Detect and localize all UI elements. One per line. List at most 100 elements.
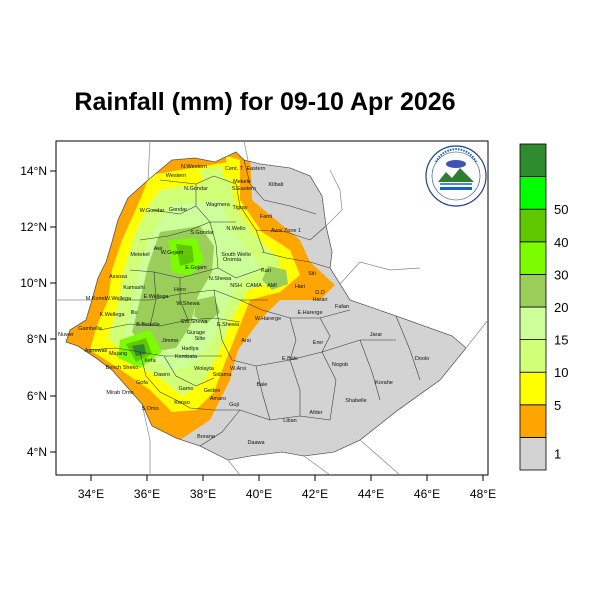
region-label: Fanti <box>260 214 272 220</box>
colorbar-swatch <box>519 143 547 177</box>
region-label: Daawa <box>247 440 265 446</box>
rainfall-fields <box>66 152 335 440</box>
region-label: Awsi Zone 1 <box>271 228 301 234</box>
region-label: Majang <box>109 351 127 357</box>
region-label: S.Eastern <box>232 186 256 192</box>
region-label: Horo <box>174 287 186 293</box>
region-label: Siti <box>308 271 316 277</box>
region-label: E.Gojam <box>185 265 207 271</box>
region-label: Mekele <box>233 179 251 185</box>
region-label: E.Wellega <box>144 294 170 300</box>
region-label: Gondar <box>169 207 188 213</box>
region-label: D.D <box>315 290 325 296</box>
colorbar-swatch <box>519 306 547 340</box>
y-tick-label: 10°N <box>20 276 47 290</box>
region-label: Arsi <box>241 338 250 344</box>
region-label: Afder <box>309 410 322 416</box>
country-outline <box>65 151 467 461</box>
region-label: Wolayta <box>194 366 215 372</box>
region-label: K.Wellega <box>100 312 126 318</box>
zone-boundaries <box>87 159 421 447</box>
region-label: AMI <box>267 283 277 289</box>
region-label: N.Wello <box>226 226 245 232</box>
region-label: Gedeo <box>204 388 221 394</box>
y-tick-label: 12°N <box>20 220 47 234</box>
x-tick-labels: 34°E 36°E 38°E 40°E 42°E 44°E 46°E 48°E <box>78 487 496 501</box>
colorbar-swatch <box>519 339 547 373</box>
colorbar-swatch <box>519 404 547 438</box>
region-label: W.Arsi <box>230 366 246 372</box>
meteorology-agency-logo <box>425 145 487 207</box>
region-label: Borana <box>197 434 216 440</box>
region-label: E.Shewa <box>217 322 240 328</box>
region-label: Korahe <box>375 380 393 386</box>
region-label: B.Bedelle <box>136 322 160 328</box>
region-label: Harari <box>313 297 328 303</box>
region-label: M.Komo <box>86 296 106 302</box>
colorbar-swatch <box>519 436 547 471</box>
region-label: Konso <box>174 400 190 406</box>
y-tick-labels: 14°N 12°N 10°N 8°N 6°N 4°N <box>20 164 47 459</box>
x-tick-label: 44°E <box>358 487 384 501</box>
region-label: Nogob <box>332 362 348 368</box>
region-label: Gamo <box>179 386 194 392</box>
region-label: Awi <box>154 246 163 252</box>
region-label: S.Gondar <box>190 230 214 236</box>
region-label: Eastern <box>247 166 266 172</box>
region-label: CAMA <box>246 283 262 289</box>
region-label: E.Bale <box>282 356 298 362</box>
region-label: W.Wellega <box>105 296 132 302</box>
region-label: Jimma <box>162 338 179 344</box>
x-axis <box>90 475 484 481</box>
region-label: Gambella <box>78 326 102 332</box>
region-labels: Western N.Western Cent. T Eastern MekeleS.Ea… <box>58 164 429 446</box>
region-label: Metekel <box>130 252 149 258</box>
region-label: Guji <box>229 402 239 408</box>
x-tick-label: 48°E <box>470 487 496 501</box>
region-label: N.Gondar <box>184 186 208 192</box>
colorbar-label: 50 <box>554 202 568 217</box>
colorbar-label: 1 <box>554 447 561 462</box>
region-label: W.Gondar <box>140 208 165 214</box>
region-label: Tigray <box>232 205 247 211</box>
region-label: NSH <box>230 283 242 289</box>
region-label: South Wello <box>221 252 251 258</box>
region-label: Kari <box>261 268 271 274</box>
region-label: Bale <box>256 382 267 388</box>
region-label: Gofa <box>136 380 149 386</box>
region-label: Kilbati <box>269 182 284 188</box>
colorbar-swatch <box>519 371 547 406</box>
colorbar-label: 15 <box>554 333 568 348</box>
colorbar-label: 40 <box>554 235 568 250</box>
region-label: Nuwer <box>58 332 74 338</box>
colorbar-label: 10 <box>554 365 568 380</box>
y-axis <box>50 170 56 453</box>
region-label: Liban <box>283 418 296 424</box>
colorbar-swatch <box>519 241 547 275</box>
region-label: Jarar <box>370 332 383 338</box>
region-label: Wagmera <box>206 202 231 208</box>
region-label: Cent. T <box>225 166 244 172</box>
neighbour-borders <box>56 141 488 475</box>
region-label: Western <box>166 173 186 179</box>
y-tick-label: 4°N <box>27 445 47 459</box>
region-label: Hadiya <box>181 346 199 352</box>
colorbar-swatch <box>519 208 547 243</box>
colorbar-label: 5 <box>554 398 561 413</box>
region-label: Mirab Omo <box>106 390 133 396</box>
region-label: Erer <box>313 340 324 346</box>
colorbar-legend <box>519 143 547 471</box>
x-tick-label: 40°E <box>246 487 272 501</box>
region-label: W.Shewa <box>176 301 200 307</box>
region-label: Oromia <box>223 257 242 263</box>
region-label: Hari <box>295 284 305 290</box>
region-label: Assosa <box>109 274 128 280</box>
region-label: E.Harerge <box>297 310 322 316</box>
region-label: N.Shewa <box>209 276 232 282</box>
y-tick-label: 8°N <box>27 332 47 346</box>
region-label: Kamashi <box>123 285 144 291</box>
region-label: Kembata <box>175 354 198 360</box>
region-label: W.Harerge <box>255 316 281 322</box>
region-label: SW.Shewa <box>181 319 209 325</box>
